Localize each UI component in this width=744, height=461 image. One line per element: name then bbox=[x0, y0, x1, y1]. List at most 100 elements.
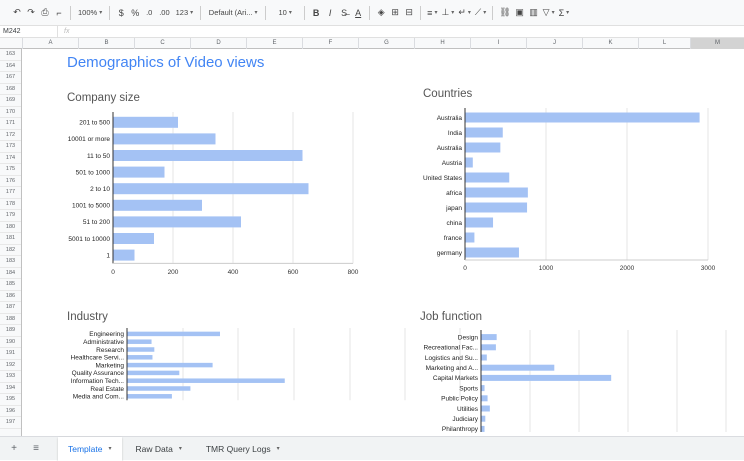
sheet-grid[interactable] bbox=[22, 49, 744, 436]
row-header[interactable]: 169 bbox=[0, 95, 21, 107]
name-box[interactable]: M242 bbox=[0, 25, 58, 38]
row-header[interactable]: 183 bbox=[0, 256, 21, 268]
row-header[interactable]: 194 bbox=[0, 383, 21, 394]
toolbar: ↶ ↷ ⎙ ⌐ 100% $ % .0 .00 123 Default (Ari… bbox=[0, 0, 744, 26]
redo-icon[interactable]: ↷ bbox=[27, 7, 35, 17]
chart-title-job-function: Job function bbox=[420, 311, 483, 323]
row-header[interactable]: 178 bbox=[0, 199, 21, 210]
column-header-a[interactable]: A bbox=[22, 38, 78, 49]
paint-format-icon[interactable]: ⌐ bbox=[56, 7, 62, 18]
row-header[interactable]: 190 bbox=[0, 337, 21, 348]
chart-title-industry: Industry bbox=[67, 311, 108, 323]
add-sheet-button[interactable]: + bbox=[11, 443, 17, 454]
page-title: Demographics of Video views bbox=[67, 54, 265, 71]
row-header[interactable]: 184 bbox=[0, 268, 21, 279]
horizontal-align-icon[interactable]: ≡ bbox=[425, 3, 439, 23]
font-size-select[interactable]: 10 bbox=[270, 3, 300, 23]
sheet-tab-raw-data[interactable]: Raw Data bbox=[126, 437, 192, 461]
fx-icon: fx bbox=[64, 28, 70, 35]
chart-title-countries: Countries bbox=[423, 88, 473, 100]
undo-icon[interactable]: ↶ bbox=[13, 7, 21, 17]
row-header[interactable]: 195 bbox=[0, 394, 21, 406]
row-header[interactable]: 175 bbox=[0, 164, 21, 176]
column-header-k[interactable]: K bbox=[582, 38, 638, 49]
row-header[interactable]: 181 bbox=[0, 233, 21, 245]
increase-decimal-button[interactable]: .00 bbox=[159, 8, 170, 17]
insert-chart-icon[interactable]: ▥ bbox=[529, 7, 538, 17]
font-select[interactable]: Default (Ari... bbox=[205, 3, 261, 23]
zoom-select[interactable]: 100% bbox=[75, 3, 105, 23]
column-header-b[interactable]: B bbox=[78, 38, 134, 49]
divider bbox=[200, 5, 202, 20]
vertical-align-icon[interactable]: ⊥ bbox=[439, 3, 456, 23]
column-header-f[interactable]: F bbox=[302, 38, 358, 49]
column-header-g[interactable]: G bbox=[358, 38, 414, 49]
percent-button[interactable]: % bbox=[131, 7, 140, 18]
insert-link-icon[interactable]: ⛓ bbox=[499, 7, 511, 17]
row-header[interactable]: 188 bbox=[0, 314, 21, 325]
column-header-h[interactable]: H bbox=[414, 38, 470, 49]
column-header-d[interactable]: D bbox=[190, 38, 246, 49]
row-header[interactable]: 164 bbox=[0, 61, 21, 72]
print-icon[interactable]: ⎙ bbox=[41, 7, 49, 17]
column-header-i[interactable]: I bbox=[470, 38, 526, 49]
sheet-tab-template[interactable]: Template bbox=[58, 436, 122, 461]
row-header[interactable]: 182 bbox=[0, 245, 21, 256]
divider bbox=[492, 5, 494, 20]
row-header[interactable]: 172 bbox=[0, 130, 21, 141]
strikethrough-icon[interactable]: S̶ bbox=[341, 7, 348, 18]
functions-button[interactable]: Σ bbox=[557, 3, 572, 23]
bold-button[interactable]: B bbox=[312, 7, 320, 18]
column-header-j[interactable]: J bbox=[526, 38, 582, 49]
currency-button[interactable]: $ bbox=[118, 7, 124, 18]
row-header[interactable]: 196 bbox=[0, 406, 21, 417]
column-header-c[interactable]: C bbox=[134, 38, 190, 49]
row-header[interactable]: 170 bbox=[0, 107, 21, 118]
row-header[interactable]: 180 bbox=[0, 222, 21, 233]
row-header[interactable]: 167 bbox=[0, 72, 21, 84]
divider bbox=[420, 5, 422, 20]
row-header[interactable]: 191 bbox=[0, 348, 21, 360]
row-header[interactable]: 192 bbox=[0, 360, 21, 371]
row-header[interactable]: 185 bbox=[0, 279, 21, 291]
filter-icon[interactable]: ▽ bbox=[541, 3, 557, 23]
chart-title-company-size: Company size bbox=[67, 92, 140, 104]
divider bbox=[70, 5, 71, 20]
row-header[interactable]: 179 bbox=[0, 210, 21, 222]
row-header[interactable]: 174 bbox=[0, 153, 21, 164]
formula-bar: M242 fx bbox=[0, 25, 744, 38]
all-sheets-button[interactable]: ≡ bbox=[33, 443, 39, 454]
text-rotation-icon[interactable]: ⟋ bbox=[473, 3, 488, 23]
row-header[interactable]: 163 bbox=[0, 49, 21, 61]
text-color-button[interactable]: A bbox=[355, 7, 362, 18]
row-header[interactable]: 186 bbox=[0, 291, 21, 302]
borders-icon[interactable]: ⊞ bbox=[391, 7, 399, 17]
italic-button[interactable]: I bbox=[328, 7, 332, 18]
row-header[interactable]: 193 bbox=[0, 371, 21, 383]
row-header[interactable]: 168 bbox=[0, 84, 21, 95]
divider bbox=[369, 5, 371, 20]
fill-color-icon[interactable]: ◈ bbox=[377, 7, 385, 17]
column-header-e[interactable]: E bbox=[246, 38, 302, 49]
sheet-tab-bar: + ≡ Template Raw Data TMR Query Logs bbox=[0, 436, 744, 461]
sheet-tab-tmr-query-logs[interactable]: TMR Query Logs bbox=[196, 437, 290, 461]
row-header[interactable]: 189 bbox=[0, 325, 21, 337]
divider bbox=[109, 5, 111, 20]
text-wrap-icon[interactable]: ↵ bbox=[456, 3, 473, 23]
row-header[interactable]: 176 bbox=[0, 176, 21, 187]
row-header[interactable]: 173 bbox=[0, 141, 21, 153]
row-header[interactable]: 197 bbox=[0, 417, 21, 429]
insert-comment-icon[interactable]: ▣ bbox=[515, 7, 524, 17]
divider bbox=[265, 5, 267, 20]
row-header[interactable]: 187 bbox=[0, 302, 21, 314]
row-header[interactable]: 171 bbox=[0, 118, 21, 130]
divider bbox=[304, 5, 306, 20]
merge-cells-icon[interactable]: ⊟ bbox=[405, 7, 413, 17]
decrease-decimal-button[interactable]: .0 bbox=[146, 8, 153, 17]
row-header[interactable]: 177 bbox=[0, 187, 21, 199]
column-header-l[interactable]: L bbox=[638, 38, 690, 49]
row-header-bar: 163 164 167 168 169 170 171 172 173 174 175 176 177 1… bbox=[0, 49, 22, 436]
column-header-m[interactable]: M bbox=[690, 38, 744, 49]
more-formats-button[interactable]: 123 bbox=[173, 3, 197, 23]
